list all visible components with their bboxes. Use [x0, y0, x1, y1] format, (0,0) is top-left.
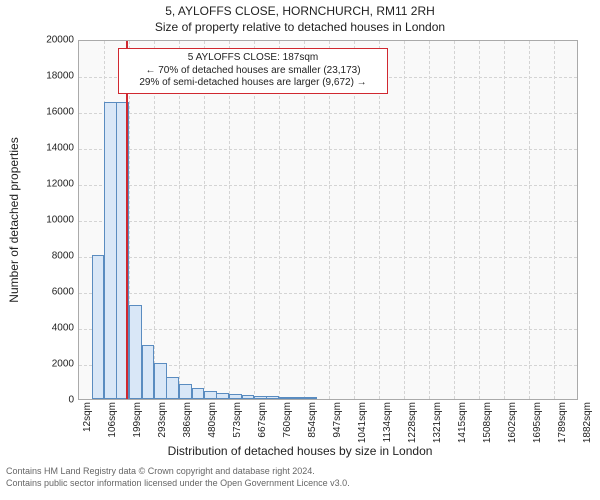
y-axis-label: Number of detached properties: [7, 137, 21, 302]
y-tick-label: 16000: [24, 107, 74, 118]
x-tick-label: 199sqm: [132, 402, 143, 438]
histogram-bar: [229, 394, 242, 399]
histogram-bar: [254, 396, 267, 399]
y-tick-label: 0: [24, 395, 74, 406]
marker-line: [126, 41, 128, 399]
gridline-v: [454, 41, 455, 399]
x-axis-label: Distribution of detached houses by size …: [0, 444, 600, 458]
x-tick-label: 1882sqm: [582, 402, 593, 443]
annot-line-2: ← 70% of detached houses are smaller (23…: [125, 65, 381, 78]
x-tick-label: 1228sqm: [407, 402, 418, 443]
histogram-bar: [279, 397, 292, 399]
histogram-bar: [129, 305, 142, 399]
x-tick-label: 1415sqm: [457, 402, 468, 443]
y-tick-label: 18000: [24, 71, 74, 82]
y-tick-label: 14000: [24, 143, 74, 154]
histogram-bar: [216, 393, 229, 399]
histogram-bar: [166, 377, 179, 399]
x-tick-label: 480sqm: [207, 402, 218, 438]
histogram-plot: [78, 40, 578, 400]
gridline-v: [304, 41, 305, 399]
gridline-v: [554, 41, 555, 399]
x-tick-label: 1789sqm: [557, 402, 568, 443]
y-tick-label: 10000: [24, 215, 74, 226]
gridline-v: [279, 41, 280, 399]
x-tick-label: 1041sqm: [357, 402, 368, 443]
gridline-v: [479, 41, 480, 399]
gridline-v: [379, 41, 380, 399]
x-tick-label: 667sqm: [257, 402, 268, 438]
y-tick-label: 6000: [24, 287, 74, 298]
x-tick-label: 1695sqm: [532, 402, 543, 443]
marker-annotation: 5 AYLOFFS CLOSE: 187sqm ← 70% of detache…: [118, 48, 388, 94]
x-tick-label: 386sqm: [182, 402, 193, 438]
x-tick-label: 947sqm: [332, 402, 343, 438]
histogram-bar: [192, 388, 205, 399]
x-tick-label: 1321sqm: [432, 402, 443, 443]
gridline-v: [179, 41, 180, 399]
x-tick-label: 1134sqm: [382, 402, 393, 442]
gridline-v: [229, 41, 230, 399]
histogram-bar: [154, 363, 167, 399]
x-tick-label: 854sqm: [307, 402, 318, 438]
x-tick-label: 12sqm: [82, 402, 93, 432]
footer-line-2: Contains public sector information licen…: [6, 478, 350, 488]
y-tick-label: 8000: [24, 251, 74, 262]
histogram-bar: [92, 255, 105, 399]
page-subtitle: Size of property relative to detached ho…: [0, 20, 600, 34]
gridline-v: [504, 41, 505, 399]
histogram-bar: [304, 397, 317, 399]
histogram-bar: [292, 397, 305, 399]
y-tick-label: 12000: [24, 179, 74, 190]
gridline-v: [154, 41, 155, 399]
histogram-bar: [266, 396, 279, 399]
histogram-bar: [179, 384, 192, 399]
gridline-v: [404, 41, 405, 399]
x-tick-label: 573sqm: [232, 402, 243, 438]
annot-line-1: 5 AYLOFFS CLOSE: 187sqm: [125, 52, 381, 65]
footer-line-1: Contains HM Land Registry data © Crown c…: [6, 466, 315, 476]
y-tick-label: 2000: [24, 359, 74, 370]
gridline-v: [529, 41, 530, 399]
y-tick-label: 20000: [24, 35, 74, 46]
histogram-bar: [142, 345, 155, 399]
x-tick-label: 106sqm: [107, 402, 118, 438]
gridline-v: [254, 41, 255, 399]
y-tick-label: 4000: [24, 323, 74, 334]
histogram-bar: [104, 102, 117, 399]
gridline-v: [204, 41, 205, 399]
x-tick-label: 1508sqm: [482, 402, 493, 443]
x-tick-label: 760sqm: [282, 402, 293, 438]
gridline-v: [329, 41, 330, 399]
gridline-v: [354, 41, 355, 399]
gridline-v: [429, 41, 430, 399]
annot-line-3: 29% of semi-detached houses are larger (…: [125, 77, 381, 90]
x-tick-label: 293sqm: [157, 402, 168, 438]
x-tick-label: 1602sqm: [507, 402, 518, 443]
histogram-bar: [242, 395, 255, 399]
page-title: 5, AYLOFFS CLOSE, HORNCHURCH, RM11 2RH: [0, 4, 600, 18]
histogram-bar: [204, 391, 217, 399]
